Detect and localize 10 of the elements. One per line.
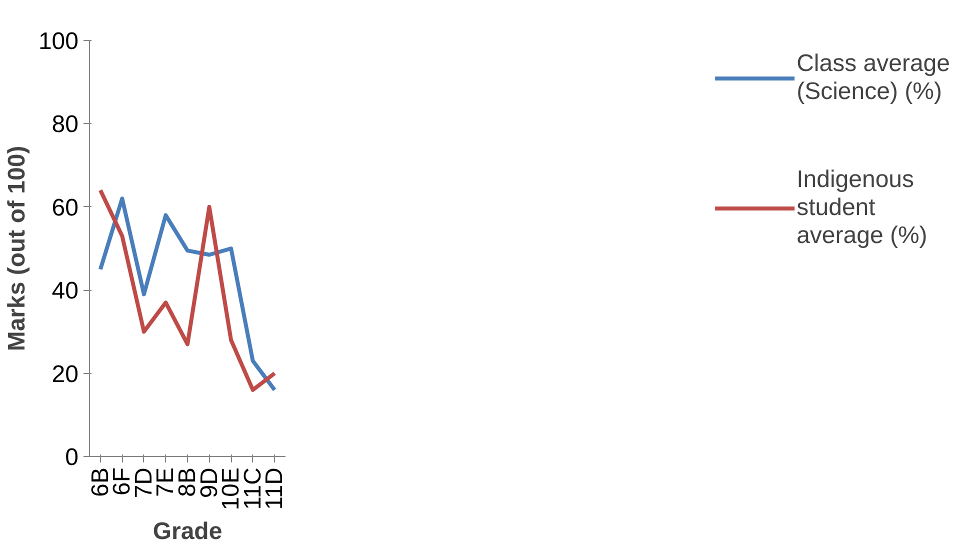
y-tick-label: 0 [65,444,79,471]
y-tick-label: 40 [52,278,79,305]
y-tick-label: 20 [52,360,79,388]
y-tick-label: 80 [52,111,79,138]
y-tick-label: 100 [38,28,79,55]
legend-label: Indigenous student average (%) [796,166,928,250]
y-axis-title: Marks (out of 100) [3,146,30,352]
legend-label: Class average (Science) (%) [796,50,950,106]
y-tick-label: 60 [52,194,79,222]
x-axis-title: Grade [152,518,222,546]
